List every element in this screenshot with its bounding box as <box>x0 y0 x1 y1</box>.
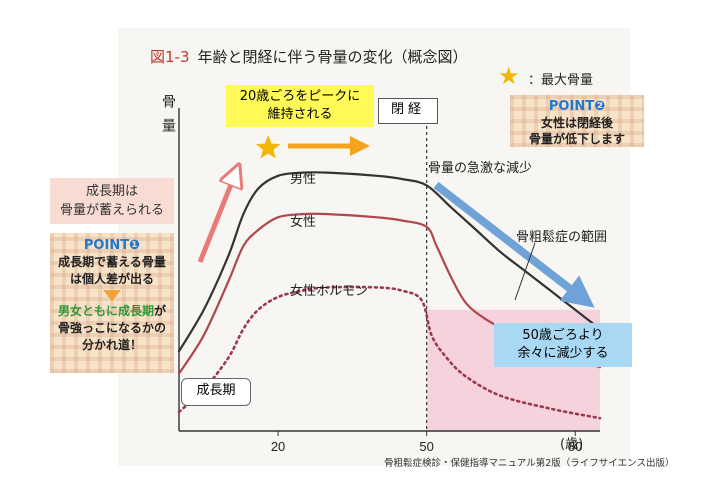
x-tick-label: 80 <box>568 439 582 454</box>
x-axis-unit-label: (歳) <box>560 437 584 452</box>
point1-line3-rest: が <box>154 304 167 318</box>
x-tick-label: 50 <box>419 439 433 454</box>
rapid-decrease-label: 骨量の急激な減少 <box>428 161 533 176</box>
point2-line1: 女性は閉経後 <box>540 116 613 130</box>
hormone-series-line <box>177 285 602 420</box>
growth-stores-text: 成長期は 骨量が蓄えられる <box>59 184 164 218</box>
peak-star-icon <box>255 135 281 159</box>
figure-number: 図1-3 <box>150 48 190 66</box>
male-series-line <box>177 171 602 353</box>
gradual-decrease-annotation: 50歳ごろより 余々に減少する <box>494 323 632 367</box>
osteoporosis-leader-line <box>514 242 536 301</box>
series-label-female: 女性 <box>290 215 317 230</box>
figure-title-text: 年齢と閉経に伴う骨量の変化（概念図） <box>197 48 468 66</box>
point1-box: POINT❶ 成長期で蓄える骨量 は個人差が出る 男女ともに成長期が 骨強っこに… <box>50 233 174 373</box>
growth-up-arrow <box>197 172 236 263</box>
point2-heading: POINT❷ <box>548 99 606 114</box>
point1-line3-green: 男女ともに成長期 <box>57 304 154 318</box>
growth-stores-annotation: 成長期は 骨量が蓄えられる <box>50 178 174 224</box>
down-arrow-icon <box>103 290 121 301</box>
legend-star-label: ：最大骨量 <box>528 73 594 88</box>
y-axis-label: 骨量 <box>160 94 176 142</box>
point1-line4: 骨強っこになるかの <box>57 321 166 335</box>
star-icon: ★ <box>498 62 520 90</box>
maintained-annotation: 20歳ごろをピークに 維持される <box>226 85 374 127</box>
point1-line5: 分かれ道！ <box>81 338 142 352</box>
series-label-hormone: 女性ホルモン <box>290 284 369 299</box>
point1-line3: 男女ともに成長期が <box>50 303 174 320</box>
point2-box: POINT❷ 女性は閉経後 骨量が低下します <box>510 95 644 147</box>
series-label-male: 男性 <box>290 172 317 187</box>
gradual-decrease-text: 50歳ごろより 余々に減少する <box>517 328 609 361</box>
point1-heading: POINT❶ <box>83 238 141 253</box>
x-tick-label: 20 <box>271 439 285 454</box>
source-citation: 骨粗鬆症検診・保健指導マニュアル第2版（ライフサイエンス出版） <box>384 458 675 469</box>
menopause-label: 閉経 <box>378 98 438 124</box>
point1-line2: は個人差が出る <box>69 272 154 286</box>
maintained-text: 20歳ごろをピークに 維持される <box>239 89 361 122</box>
growth-period-label: 成長期 <box>181 378 251 406</box>
osteoporosis-range-label: 骨粗鬆症の範囲 <box>516 230 608 245</box>
female-series-line <box>177 212 602 375</box>
point1-line1: 成長期で蓄える骨量 <box>58 255 166 269</box>
decline-arrow <box>433 181 595 308</box>
point2-line2: 骨量が低下します <box>528 132 625 146</box>
figure-title: 図1-3 年齢と閉経に伴う骨量の変化（概念図） <box>150 46 468 67</box>
